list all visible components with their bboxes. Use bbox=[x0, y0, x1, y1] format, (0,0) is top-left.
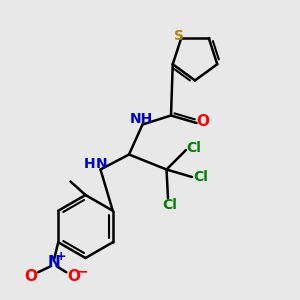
Text: S: S bbox=[174, 29, 184, 43]
Text: O: O bbox=[67, 269, 80, 284]
Text: Cl: Cl bbox=[162, 198, 177, 212]
Text: N: N bbox=[47, 255, 60, 270]
Text: H: H bbox=[84, 157, 96, 171]
Text: NH: NH bbox=[129, 112, 153, 126]
Text: N: N bbox=[96, 157, 108, 171]
Text: O: O bbox=[24, 269, 37, 284]
Text: +: + bbox=[56, 250, 67, 263]
Text: −: − bbox=[76, 265, 88, 279]
Text: O: O bbox=[196, 114, 210, 129]
Text: Cl: Cl bbox=[186, 142, 201, 155]
Text: Cl: Cl bbox=[193, 170, 208, 184]
